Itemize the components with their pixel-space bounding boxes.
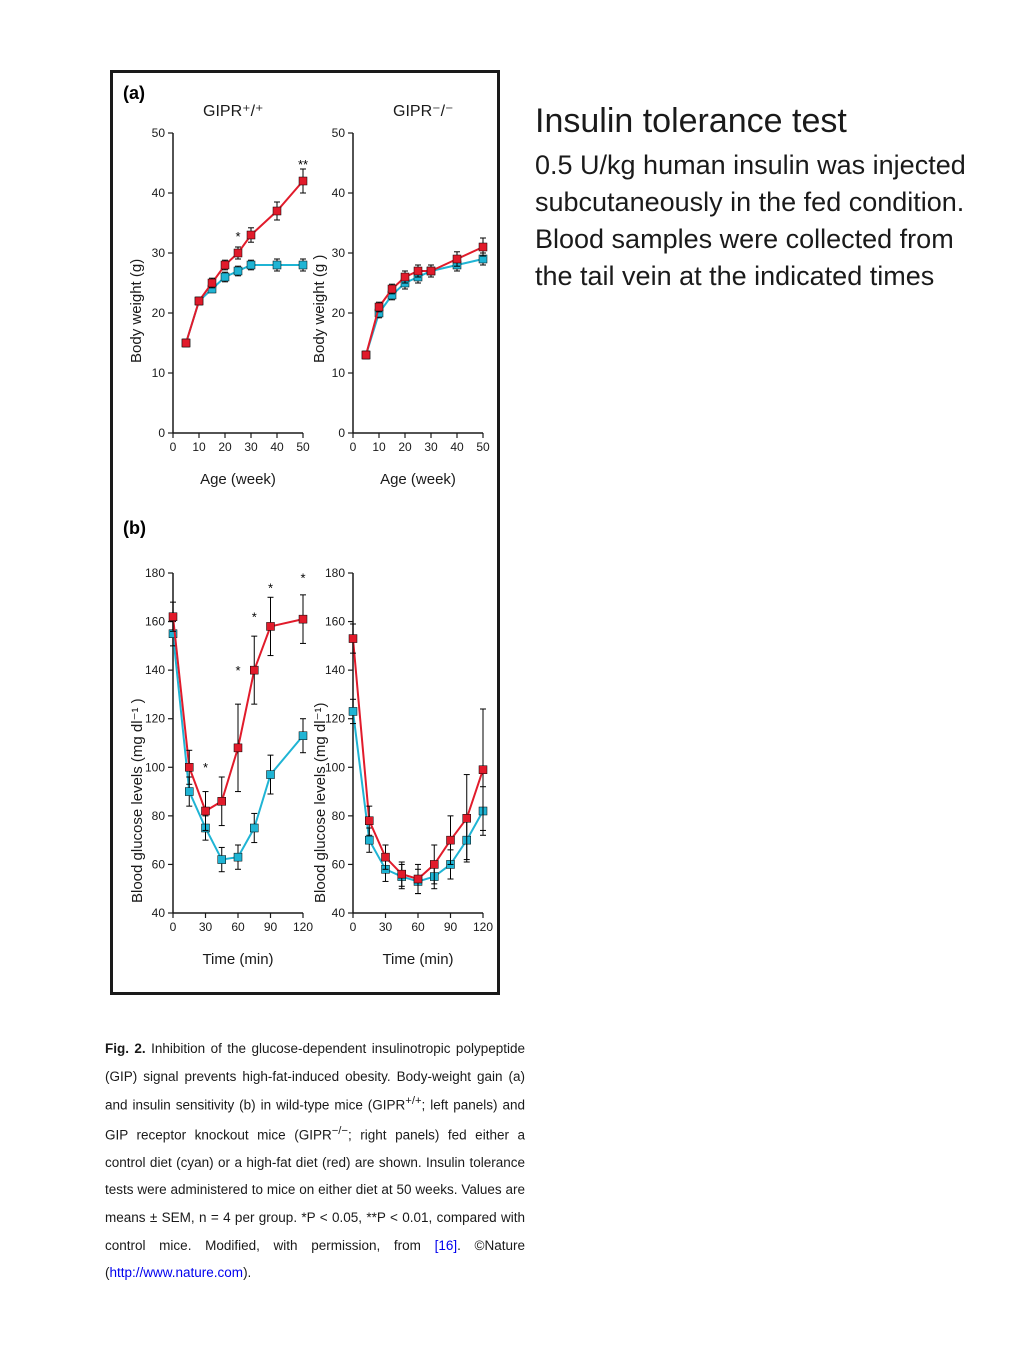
- svg-text:40: 40: [152, 186, 166, 200]
- svg-text:30: 30: [379, 920, 393, 933]
- chart-a-right: 0 10 20 30 40 50 0 10 20 30 40 50: [313, 123, 493, 453]
- svg-text:10: 10: [332, 366, 346, 380]
- svg-text:*: *: [268, 580, 273, 595]
- svg-text:30: 30: [244, 440, 258, 453]
- svg-text:*: *: [235, 229, 240, 244]
- svg-text:180: 180: [145, 566, 165, 580]
- svg-text:30: 30: [199, 920, 213, 933]
- chart-a-left: 0102030405001020304050***: [133, 123, 313, 453]
- chart-b-right: 4060801001201401601800306090120: [313, 563, 493, 933]
- side-title: Insulin tolerance test: [535, 100, 985, 143]
- caption-sup1: +/+: [405, 1095, 421, 1107]
- svg-text:40: 40: [332, 186, 346, 200]
- xlabel-b-left: Time (min): [178, 951, 298, 968]
- svg-text:0: 0: [170, 440, 177, 453]
- svg-text:140: 140: [145, 663, 165, 677]
- svg-text:180: 180: [325, 566, 345, 580]
- svg-text:40: 40: [332, 906, 346, 920]
- svg-text:50: 50: [152, 126, 166, 140]
- svg-text:50: 50: [476, 440, 490, 453]
- panel-a-left-title: GIPR⁺/⁺: [203, 101, 263, 121]
- svg-text:60: 60: [332, 857, 346, 871]
- ylabel-a-left: Body weight (g): [128, 259, 145, 363]
- svg-text:30: 30: [424, 440, 438, 453]
- svg-text:120: 120: [293, 920, 313, 933]
- svg-text:20: 20: [332, 306, 346, 320]
- ylabel-b-left: Blood glucose levels (mg dl⁻¹ ): [128, 698, 146, 903]
- svg-text:10: 10: [152, 366, 166, 380]
- panel-a-label: (a): [123, 83, 145, 104]
- svg-text:120: 120: [473, 920, 493, 933]
- svg-text:60: 60: [231, 920, 245, 933]
- svg-text:60: 60: [411, 920, 425, 933]
- caption-sup2: −/−: [332, 1125, 348, 1137]
- svg-text:140: 140: [325, 663, 345, 677]
- caption-sem: SEM: [162, 1210, 191, 1225]
- xlabel-a-left: Age (week): [178, 471, 298, 488]
- svg-text:30: 30: [332, 246, 346, 260]
- svg-text:*: *: [203, 760, 208, 775]
- svg-text:10: 10: [192, 440, 206, 453]
- svg-text:80: 80: [152, 809, 166, 823]
- svg-text:80: 80: [332, 809, 346, 823]
- side-text-block: Insulin tolerance test 0.5 U/kg human in…: [535, 100, 985, 296]
- svg-text:20: 20: [152, 306, 166, 320]
- svg-text:90: 90: [444, 920, 458, 933]
- panel-b-label: (b): [123, 518, 146, 539]
- svg-text:*: *: [235, 663, 240, 678]
- svg-text:50: 50: [296, 440, 310, 453]
- svg-text:0: 0: [158, 426, 165, 440]
- xlabel-a-right: Age (week): [358, 471, 478, 488]
- svg-text:**: **: [298, 157, 308, 172]
- svg-text:0: 0: [350, 920, 357, 933]
- svg-text:*: *: [300, 571, 305, 586]
- caption-lead: Fig. 2.: [105, 1041, 146, 1056]
- svg-text:30: 30: [152, 246, 166, 260]
- svg-text:100: 100: [145, 760, 165, 774]
- side-body: 0.5 U/kg human insulin was injected subc…: [535, 147, 985, 296]
- svg-text:0: 0: [350, 440, 357, 453]
- figure-caption: Fig. 2. Inhibition of the glucose-depend…: [105, 1035, 525, 1287]
- svg-text:160: 160: [145, 615, 165, 629]
- ylabel-b-right: Blood glucose levels (mg dl⁻¹): [311, 702, 329, 903]
- svg-text:*: *: [252, 610, 257, 625]
- svg-text:40: 40: [270, 440, 284, 453]
- panel-a-right-title: GIPR⁻/⁻: [393, 101, 453, 121]
- svg-text:90: 90: [264, 920, 278, 933]
- svg-text:50: 50: [332, 126, 346, 140]
- caption-body6: ).: [243, 1265, 251, 1280]
- xlabel-b-right: Time (min): [358, 951, 478, 968]
- svg-text:160: 160: [325, 615, 345, 629]
- svg-text:20: 20: [398, 440, 412, 453]
- svg-text:20: 20: [218, 440, 232, 453]
- ylabel-a-right: Body weight (g ): [311, 255, 328, 363]
- svg-text:0: 0: [170, 920, 177, 933]
- svg-text:60: 60: [152, 857, 166, 871]
- svg-text:10: 10: [372, 440, 386, 453]
- svg-text:40: 40: [450, 440, 464, 453]
- svg-text:120: 120: [145, 712, 165, 726]
- svg-text:0: 0: [338, 426, 345, 440]
- chart-b-left: 40 60 80 100 120 140 160 180 0 30 60 90 120 * * * * *: [133, 563, 313, 933]
- figure-container: (a) GIPR⁺/⁺ GIPR⁻/⁻ 01020304050010203040…: [110, 70, 500, 995]
- caption-url: http://www.nature.com: [110, 1265, 244, 1280]
- svg-text:40: 40: [152, 906, 166, 920]
- caption-ref: [16]: [435, 1238, 458, 1253]
